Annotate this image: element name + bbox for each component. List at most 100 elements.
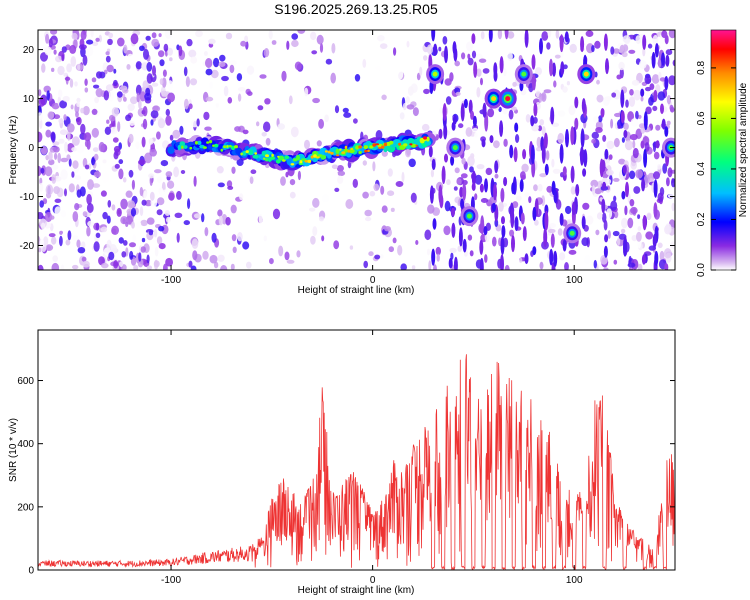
noise-cell (285, 171, 289, 178)
noise-cell (651, 74, 660, 84)
noise-cell (297, 30, 306, 34)
noise-cell (38, 152, 42, 162)
streak-cell (428, 145, 433, 158)
noise-cell (86, 39, 94, 45)
streak-cell (549, 248, 554, 266)
noise-cell (117, 37, 125, 47)
noise-cell (176, 190, 182, 200)
ridge-cell (389, 140, 394, 145)
streak-cell (661, 52, 665, 66)
noise-cell (549, 223, 556, 228)
noise-cell (286, 40, 290, 50)
noise-cell (631, 235, 638, 242)
streak-cell (448, 257, 453, 269)
streak-cell (544, 163, 549, 176)
peak-cell (583, 71, 589, 77)
noise-cell (67, 230, 72, 241)
noise-cell (312, 197, 320, 208)
noise-cell (493, 140, 500, 149)
noise-cell (202, 250, 209, 260)
noise-cell (66, 123, 75, 133)
noise-cell (653, 171, 660, 180)
noise-cell (337, 175, 344, 184)
noise-cell (72, 264, 79, 270)
noise-cell (330, 72, 337, 84)
noise-cell (156, 236, 163, 245)
noise-cell (50, 164, 59, 171)
noise-cell (557, 228, 563, 236)
noise-cell (629, 170, 636, 180)
noise-cell (116, 91, 123, 98)
noise-cell (565, 205, 572, 215)
streak-cell (462, 238, 467, 253)
noise-cell (395, 181, 404, 187)
noise-cell (45, 244, 54, 252)
noise-cell (92, 147, 99, 153)
streak-cell (513, 146, 518, 163)
noise-cell (318, 118, 324, 129)
noise-cell (603, 267, 609, 270)
noise-cell (142, 118, 148, 130)
ridge-cell (383, 142, 388, 147)
ridge-cell (330, 151, 334, 155)
ridge-cell (271, 153, 274, 157)
ridge-cell (261, 150, 267, 156)
noise-cell (211, 232, 217, 243)
noise-cell (59, 235, 63, 247)
streak-cell (539, 38, 543, 55)
noise-cell (60, 264, 65, 270)
noise-cell (503, 68, 507, 77)
noise-cell (645, 86, 651, 92)
noise-cell (546, 185, 553, 193)
streak-cell (543, 227, 548, 248)
noise-cell (637, 226, 642, 232)
noise-cell (562, 86, 568, 93)
noise-cell (190, 265, 197, 270)
noise-cell (538, 93, 543, 103)
noise-cell (217, 209, 223, 217)
noise-cell (187, 198, 191, 210)
noise-cell (158, 33, 162, 38)
streak-cell (583, 149, 588, 168)
noise-cell (195, 30, 203, 38)
noise-cell (229, 64, 235, 74)
noise-cell (645, 106, 652, 115)
noise-cell (172, 129, 181, 139)
noise-cell (449, 247, 457, 254)
streak-cell (511, 182, 516, 195)
noise-cell (665, 49, 673, 56)
ridge-cell (234, 145, 238, 149)
noise-cell (516, 195, 522, 201)
noise-cell (62, 95, 70, 102)
noise-cell (397, 245, 403, 256)
streak-cell (462, 183, 467, 201)
streak-cell (654, 43, 659, 58)
noise-cell (632, 147, 639, 159)
noise-cell (135, 61, 142, 70)
noise-cell (146, 61, 153, 72)
streak-cell (623, 129, 628, 139)
noise-cell (635, 110, 639, 120)
noise-cell (146, 254, 150, 264)
noise-cell (141, 199, 147, 206)
noise-cell (218, 215, 224, 226)
noise-cell (671, 178, 675, 188)
noise-cell (217, 254, 225, 262)
ridge-cell (380, 145, 385, 149)
streak-cell (479, 239, 484, 255)
noise-cell (95, 88, 103, 98)
noise-cell (232, 246, 237, 253)
noise-cell (381, 94, 387, 101)
noise-cell (86, 193, 92, 205)
x-tick-label: 100 (566, 575, 583, 586)
noise-cell (157, 197, 165, 206)
noise-cell (644, 142, 650, 152)
noise-cell (648, 96, 654, 106)
noise-cell (236, 158, 244, 166)
noise-cell (95, 222, 100, 231)
streak-cell (550, 106, 555, 125)
streak-cell (432, 218, 437, 230)
noise-cell (249, 176, 254, 184)
spectrogram-heatmap (38, 30, 675, 270)
x-tick-label: 0 (370, 275, 376, 286)
